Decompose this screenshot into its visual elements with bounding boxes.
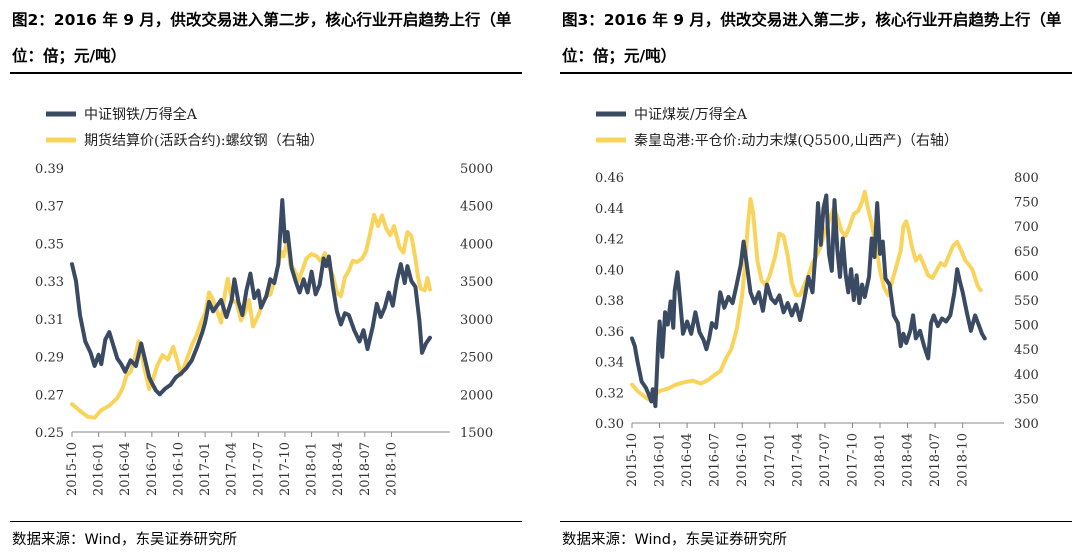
x-tick-label: 2016-01: [92, 442, 107, 496]
y-right-tick-label: 700: [1014, 220, 1039, 235]
y-right-tick-label: 1500: [460, 426, 493, 441]
coal-chart: 中证煤炭/万得全A 秦皇岛港:平仓价:动力末煤(Q5500,山西产)（右轴） 0.3…: [595, 106, 1039, 487]
y-right-tick-label: 350: [1014, 392, 1039, 407]
y-right-tick-label: 4500: [460, 200, 493, 215]
y-left-tick-label: 0.38: [595, 294, 624, 309]
x-tick-label: 2017-07: [251, 442, 266, 496]
y-left-tick-label: 0.44: [595, 202, 624, 217]
y-left-tick-label: 0.36: [595, 325, 624, 340]
chart-title: 图2：2016 年 9 月，供改交易进入第二步，核心行业开启趋势上行（单位：倍；…: [12, 11, 512, 65]
y-left-tick-label: 0.35: [35, 237, 64, 252]
y-right-tick-label: 500: [1014, 319, 1039, 334]
x-tick-label: 2018-07: [358, 442, 373, 496]
y-right-tick-label: 550: [1014, 294, 1039, 309]
chart-title: 图3：2016 年 9 月，供改交易进入第二步，核心行业开启趋势上行（单位：倍；…: [562, 11, 1062, 65]
x-tick-label: 2016-01: [653, 433, 668, 487]
y-left-tick-label: 0.29: [35, 351, 64, 366]
y-left-tick-label: 0.32: [595, 386, 624, 401]
y-right-tick-label: 650: [1014, 245, 1039, 260]
x-tick-label: 2017-04: [225, 442, 240, 496]
title-divider: [10, 72, 522, 74]
y-right-tick-label: 750: [1014, 196, 1039, 211]
x-tick-label: 2018-04: [901, 433, 916, 487]
x-tick-label: 2016-07: [708, 433, 723, 487]
steel-chart: 中证钢铁/万得全A 期货结算价(活跃合约):螺纹钢（右轴） 0.25 0.27 0.29…: [35, 106, 493, 496]
y-left-tick-label: 0.33: [35, 275, 64, 290]
x-tick-label: 2018-01: [873, 433, 888, 487]
x-tick-label: 2018-10: [384, 442, 399, 496]
y-left-tick-label: 0.46: [595, 171, 624, 186]
x-tick-label: 2016-07: [145, 442, 160, 496]
y-left-tick-label: 0.30: [595, 417, 624, 432]
y-right-tick-label: 300: [1014, 417, 1039, 432]
y-right-tick-label: 2500: [460, 351, 493, 366]
footer-divider: [10, 521, 522, 522]
y-right-tick-label: 400: [1014, 368, 1039, 383]
x-tick-label: 2016-04: [118, 442, 133, 496]
y-left-tick-label: 0.31: [35, 313, 64, 328]
x-tick-label: 2017-10: [278, 442, 293, 496]
x-tick-label: 2018-10: [956, 433, 971, 487]
x-tick-label: 2017-10: [845, 433, 860, 487]
y-right-tick-label: 5000: [460, 162, 493, 177]
legend-label: 期货结算价(活跃合约):螺纹钢（右轴）: [84, 132, 324, 149]
y-left-tick-label: 0.37: [35, 200, 64, 215]
y-left-tick-label: 0.42: [595, 233, 624, 248]
y-left-tick-label: 0.39: [35, 162, 64, 177]
x-tick-label: 2018-01: [305, 442, 320, 496]
y-right-tick-label: 4000: [460, 237, 493, 252]
title-divider: [560, 72, 1072, 74]
x-tick-label: 2016-04: [680, 433, 695, 487]
y-right-tick-label: 2000: [460, 388, 493, 403]
chart-panel-coal: 图3：2016 年 9 月，供改交易进入第二步，核心行业开启趋势上行（单位：倍；…: [560, 0, 1080, 558]
chart-panel-steel: 图2：2016 年 9 月，供改交易进入第二步，核心行业开启趋势上行（单位：倍；…: [10, 0, 530, 558]
x-tick-label: 2016-10: [171, 442, 186, 496]
legend-label: 中证钢铁/万得全A: [84, 106, 198, 123]
x-tick-label: 2016-10: [735, 433, 750, 487]
y-right-tick-label: 3000: [460, 313, 493, 328]
legend-label: 秦皇岛港:平仓价:动力末煤(Q5500,山西产)（右轴）: [634, 133, 958, 149]
y-left-tick-label: 0.27: [35, 388, 64, 403]
x-tick-label: 2018-04: [331, 442, 346, 496]
y-right-tick-label: 450: [1014, 343, 1039, 358]
y-left-tick-label: 0.34: [595, 356, 624, 371]
left-axis-series-line: [630, 193, 987, 409]
right-axis-series-line: [630, 189, 983, 402]
x-tick-label: 2015-10: [625, 433, 640, 487]
x-tick-label: 2017-04: [790, 433, 805, 487]
source-note: 数据来源：Wind，东吴证券研究所: [12, 532, 237, 548]
y-right-tick-label: 3500: [460, 275, 493, 290]
legend-label: 中证煤炭/万得全A: [634, 106, 748, 123]
x-tick-label: 2017-01: [763, 433, 778, 487]
x-tick-label: 2015-10: [65, 442, 80, 496]
x-tick-label: 2017-01: [198, 442, 213, 496]
y-right-tick-label: 600: [1014, 269, 1039, 284]
x-tick-label: 2018-07: [928, 433, 943, 487]
y-left-tick-label: 0.40: [595, 263, 624, 278]
y-left-tick-label: 0.25: [35, 426, 64, 441]
left-axis-series-line: [70, 198, 432, 397]
footer-divider: [560, 521, 1072, 522]
x-tick-label: 2017-07: [818, 433, 833, 487]
source-note: 数据来源：Wind，东吴证券研究所: [562, 532, 787, 548]
y-right-tick-label: 800: [1014, 171, 1039, 186]
